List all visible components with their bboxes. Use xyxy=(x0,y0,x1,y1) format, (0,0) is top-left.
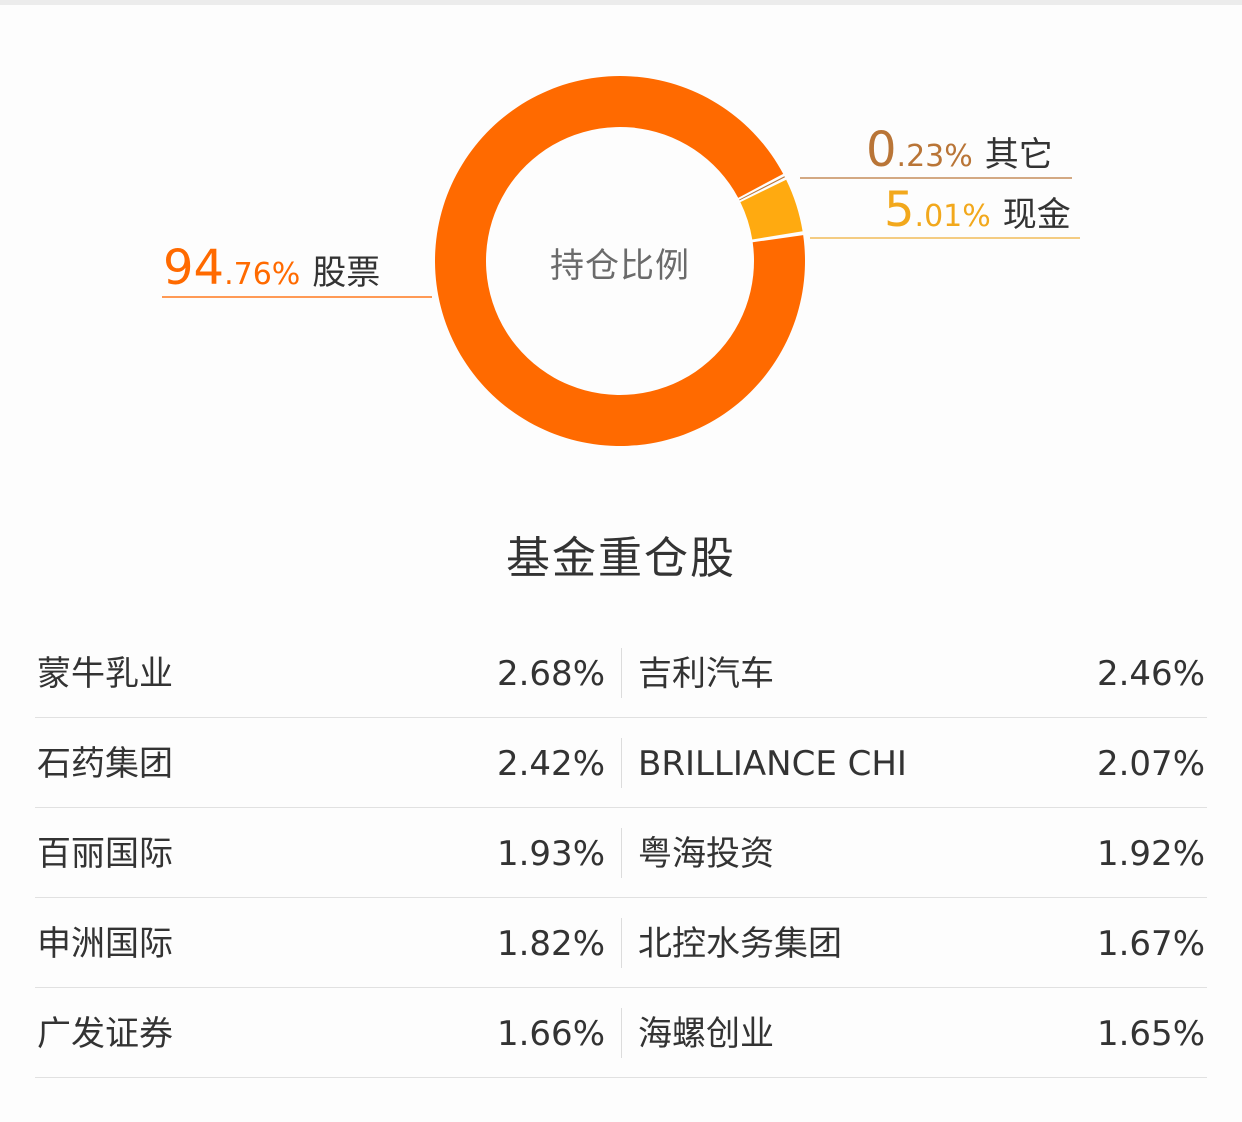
holding-row: 石药集团 2.42% BRILLIANCE CHI 2.07% xyxy=(35,718,1207,808)
holding-percent: 2.42% xyxy=(496,744,605,784)
holding-percent: 2.46% xyxy=(1096,654,1205,694)
holding-name[interactable]: 广发证券 xyxy=(37,1014,173,1054)
callout-other-int: 0 xyxy=(866,122,897,178)
holding-name[interactable]: 海螺创业 xyxy=(638,1014,774,1054)
callout-cash-line xyxy=(810,237,1080,239)
top-holdings-title: 基金重仓股 xyxy=(506,533,736,584)
callout-cash: 5.01% 现金 xyxy=(884,182,1071,238)
callout-other-line xyxy=(800,177,1072,179)
top-divider xyxy=(0,0,1242,5)
holding-row: 申洲国际 1.82% 北控水务集团 1.67% xyxy=(35,898,1207,988)
holding-name[interactable]: BRILLIANCE CHI xyxy=(638,744,907,784)
column-divider xyxy=(621,918,622,968)
holding-percent: 1.65% xyxy=(1096,1014,1205,1054)
holding-percent: 1.93% xyxy=(496,834,605,874)
holding-percent: 1.82% xyxy=(496,924,605,964)
callout-cash-int: 5 xyxy=(884,182,915,238)
column-divider xyxy=(621,1008,622,1058)
holding-row: 百丽国际 1.93% 粤海投资 1.92% xyxy=(35,808,1207,898)
callout-other-label: 其它 xyxy=(984,135,1053,175)
callout-stock: 94.76% 股票 xyxy=(163,240,380,296)
donut-slice-现金 xyxy=(740,179,803,240)
donut-center-title: 持仓比例 xyxy=(550,246,690,286)
callout-stock-label: 股票 xyxy=(312,253,381,293)
callout-cash-dec: .01% xyxy=(914,199,991,234)
callout-other-dec: .23% xyxy=(896,139,973,174)
holding-name[interactable]: 申洲国际 xyxy=(37,924,173,964)
holding-name[interactable]: 石药集团 xyxy=(37,744,173,784)
holding-name[interactable]: 粤海投资 xyxy=(638,834,774,874)
top-holdings-table: 蒙牛乳业 2.68% 吉利汽车 2.46% 石药集团 2.42% BRILLIA… xyxy=(35,628,1207,1078)
holding-percent: 2.68% xyxy=(496,654,605,694)
callout-other: 0.23% 其它 xyxy=(866,122,1053,178)
holding-percent: 1.92% xyxy=(1096,834,1205,874)
callout-stock-dec: .76% xyxy=(224,257,301,292)
donut-slice-其它 xyxy=(739,176,785,201)
callout-cash-label: 现金 xyxy=(1002,195,1071,235)
holding-row: 广发证券 1.66% 海螺创业 1.65% xyxy=(35,988,1207,1078)
holding-percent: 2.07% xyxy=(1096,744,1205,784)
holding-ratio-donut-chart xyxy=(435,75,805,446)
callout-stock-int: 94 xyxy=(163,240,225,296)
holding-row: 蒙牛乳业 2.68% 吉利汽车 2.46% xyxy=(35,628,1207,718)
holding-name[interactable]: 吉利汽车 xyxy=(638,654,774,694)
column-divider xyxy=(621,648,622,698)
callout-stock-line xyxy=(162,296,432,298)
holding-percent: 1.66% xyxy=(496,1014,605,1054)
column-divider xyxy=(621,828,622,878)
holding-name[interactable]: 百丽国际 xyxy=(37,834,173,874)
holding-name[interactable]: 北控水务集团 xyxy=(638,924,842,964)
holding-percent: 1.67% xyxy=(1096,924,1205,964)
column-divider xyxy=(621,738,622,788)
holding-name[interactable]: 蒙牛乳业 xyxy=(37,654,173,694)
